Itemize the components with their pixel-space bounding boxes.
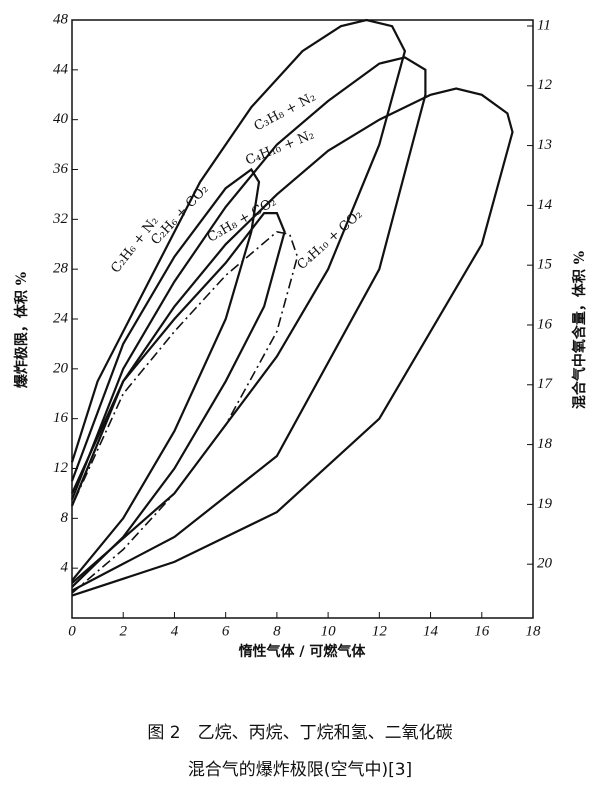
y-tick-label: 44 bbox=[53, 61, 69, 77]
y-tick-label: 48 bbox=[53, 11, 69, 27]
y-tick-label: 8 bbox=[61, 510, 69, 526]
series-line bbox=[70, 56, 427, 592]
x-tick-label: 8 bbox=[273, 623, 281, 639]
series-line bbox=[70, 212, 286, 588]
series-line bbox=[70, 18, 407, 584]
x-tick-label: 6 bbox=[222, 623, 230, 639]
x-tick-label: 0 bbox=[68, 623, 76, 639]
y-tick-label: 24 bbox=[53, 310, 69, 326]
y2-tick-label: 13 bbox=[537, 137, 552, 153]
y-tick-label: 16 bbox=[53, 410, 69, 426]
series-label: C₂H₆ + N₂ bbox=[108, 214, 161, 276]
x-tick-label: 4 bbox=[171, 623, 179, 639]
x-tick-label: 16 bbox=[474, 623, 490, 639]
y-tick-label: 4 bbox=[61, 560, 69, 576]
y2-tick-label: 11 bbox=[537, 17, 551, 33]
y2-tick-label: 20 bbox=[537, 556, 553, 572]
series-label: C₂H₆ + CO₂ bbox=[148, 182, 211, 248]
caption-line: 混合气的爆炸极限(空气中)[3] bbox=[188, 760, 412, 780]
x-tick-label: 14 bbox=[423, 623, 439, 639]
series-line bbox=[70, 87, 514, 597]
y-tick-label: 20 bbox=[53, 360, 69, 376]
y2-tick-label: 16 bbox=[537, 316, 553, 332]
x-tick-label: 10 bbox=[321, 623, 337, 639]
y-axis-label: 爆炸极限，体积 % bbox=[13, 272, 30, 388]
y2-tick-label: 17 bbox=[537, 376, 554, 392]
series-label: C₄H₁₀ + N₂ bbox=[244, 127, 317, 168]
y2-axis-label: 混合气中氧含量，体积 % bbox=[571, 251, 588, 409]
x-axis-label: 惰性气体 / 可燃气体 bbox=[239, 643, 367, 660]
y2-tick-label: 15 bbox=[537, 257, 553, 273]
y-tick-label: 12 bbox=[53, 460, 69, 476]
y-tick-label: 32 bbox=[52, 211, 69, 227]
y-tick-label: 40 bbox=[53, 111, 69, 127]
x-tick-label: 12 bbox=[372, 623, 388, 639]
caption-line: 图 2 乙烷、丙烷、丁烷和氢、二氧化碳 bbox=[147, 723, 452, 743]
y-tick-label: 36 bbox=[52, 161, 69, 177]
series-line bbox=[70, 167, 261, 582]
y2-tick-label: 12 bbox=[537, 77, 553, 93]
y2-tick-label: 18 bbox=[537, 436, 553, 452]
y2-tick-label: 14 bbox=[537, 197, 553, 213]
y2-tick-label: 19 bbox=[537, 496, 553, 512]
x-tick-label: 2 bbox=[119, 623, 127, 639]
x-tick-label: 18 bbox=[526, 623, 542, 639]
y-tick-label: 28 bbox=[53, 261, 69, 277]
series-line bbox=[71, 230, 299, 594]
